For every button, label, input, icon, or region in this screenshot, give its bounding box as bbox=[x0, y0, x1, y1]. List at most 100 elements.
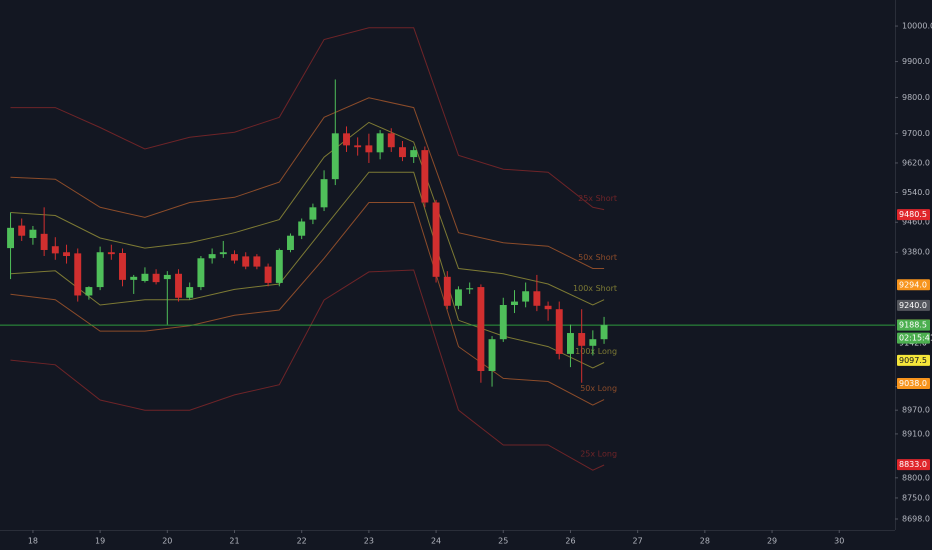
candle-body bbox=[107, 252, 115, 255]
price-label-box bbox=[897, 279, 930, 291]
candle-body bbox=[219, 252, 227, 255]
candle-body bbox=[208, 254, 216, 259]
price-label-box bbox=[897, 299, 930, 311]
price-label-box bbox=[897, 378, 930, 390]
x-tick-label: 22 bbox=[297, 537, 307, 546]
y-tick-label: 8750.0 bbox=[902, 493, 930, 502]
x-tick-label: 24 bbox=[431, 537, 441, 546]
x-tick-label: 19 bbox=[95, 537, 105, 546]
band-label: 100x Short bbox=[573, 284, 617, 293]
y-tick-label: 9800.0 bbox=[902, 93, 930, 102]
candle-body bbox=[399, 147, 406, 158]
y-tick-label: 8970.0 bbox=[902, 406, 930, 415]
candle-body bbox=[421, 150, 429, 203]
price-label: 9097.5 bbox=[899, 356, 927, 365]
candle-body bbox=[331, 133, 339, 180]
candle-body bbox=[40, 233, 48, 250]
x-tick-label: 23 bbox=[364, 537, 374, 546]
candle-body bbox=[589, 339, 597, 346]
candle-body bbox=[231, 254, 238, 261]
candle-body bbox=[511, 301, 518, 306]
candle-body bbox=[253, 256, 261, 267]
candle-body bbox=[578, 333, 586, 346]
candle-body bbox=[29, 229, 37, 238]
candle-body bbox=[555, 309, 563, 354]
candle-body bbox=[197, 258, 205, 288]
price-label: 9294.0 bbox=[899, 280, 927, 289]
band-label: 100x Long bbox=[575, 347, 617, 356]
x-tick-label: 29 bbox=[767, 537, 777, 546]
candle-body bbox=[163, 274, 171, 280]
liquidation-band bbox=[10, 97, 605, 269]
y-tick-label: 9620.0 bbox=[902, 158, 930, 167]
band-label: 50x Short bbox=[578, 253, 617, 262]
candle-body bbox=[567, 333, 574, 354]
x-tick-label: 26 bbox=[565, 537, 575, 546]
price-label-box bbox=[897, 209, 930, 221]
candle-body bbox=[18, 225, 26, 236]
candle-body bbox=[119, 253, 126, 280]
x-tick-label: 28 bbox=[700, 537, 710, 546]
candle-body bbox=[309, 207, 317, 220]
price-label: 8833.0 bbox=[899, 460, 927, 469]
candle-body bbox=[298, 221, 306, 236]
candle-body bbox=[264, 266, 272, 283]
band-label: 25x Long bbox=[580, 449, 617, 458]
candle-body bbox=[152, 273, 160, 283]
candle-body bbox=[275, 249, 283, 283]
candle-body bbox=[354, 145, 362, 148]
candle-body bbox=[533, 291, 541, 306]
candle-body bbox=[499, 305, 507, 340]
price-label-box bbox=[897, 354, 930, 366]
y-tick-label: 8698.0 bbox=[902, 515, 930, 524]
candle-body bbox=[96, 252, 104, 288]
candle-body bbox=[287, 235, 294, 250]
candle-body bbox=[443, 276, 451, 306]
candle-body bbox=[488, 339, 496, 372]
x-tick-label: 30 bbox=[834, 537, 844, 546]
candle-body bbox=[376, 133, 384, 153]
y-tick-label: 9380.0 bbox=[902, 248, 930, 257]
y-tick-label: 8910.0 bbox=[902, 429, 930, 438]
price-label: 9038.0 bbox=[899, 379, 927, 388]
x-tick-label: 27 bbox=[633, 537, 643, 546]
y-tick-label: 8800.0 bbox=[902, 473, 930, 482]
candle-body bbox=[130, 276, 138, 280]
liquidation-band bbox=[10, 121, 605, 306]
candle-body bbox=[85, 287, 93, 296]
x-tick-label: 25 bbox=[498, 537, 508, 546]
y-tick-label: 9900.0 bbox=[902, 57, 930, 66]
liquidation-band bbox=[10, 269, 605, 471]
liquidation-band bbox=[10, 27, 605, 211]
candle-body bbox=[410, 150, 418, 158]
liquidation-band bbox=[10, 171, 605, 369]
candle-body bbox=[141, 273, 149, 281]
candle-body bbox=[387, 133, 395, 148]
candle-body bbox=[74, 253, 82, 296]
candle-body bbox=[7, 227, 15, 249]
price-label-box bbox=[897, 459, 930, 471]
x-tick-label: 18 bbox=[28, 537, 38, 546]
price-label: 9240.0 bbox=[899, 301, 927, 310]
candle-body bbox=[432, 202, 440, 277]
candle-body bbox=[343, 133, 350, 146]
y-tick-label: 9700.0 bbox=[902, 129, 930, 138]
band-label: 50x Long bbox=[580, 384, 617, 393]
candle-body bbox=[186, 287, 194, 298]
candle-body bbox=[365, 145, 373, 153]
y-tick-label: 9540.0 bbox=[902, 188, 930, 197]
countdown: 02:15:41 bbox=[899, 334, 932, 343]
candle-body bbox=[454, 289, 462, 306]
candle-body bbox=[51, 246, 59, 254]
candle-body bbox=[175, 273, 182, 298]
candle-body bbox=[544, 305, 552, 310]
countdown-box bbox=[897, 332, 930, 344]
candle-body bbox=[242, 256, 250, 267]
y-tick-label: 10000.0 bbox=[902, 22, 932, 31]
x-tick-label: 20 bbox=[162, 537, 172, 546]
price-label: 9480.5 bbox=[899, 210, 927, 219]
candle-body bbox=[320, 179, 328, 208]
candle-body bbox=[477, 287, 485, 372]
